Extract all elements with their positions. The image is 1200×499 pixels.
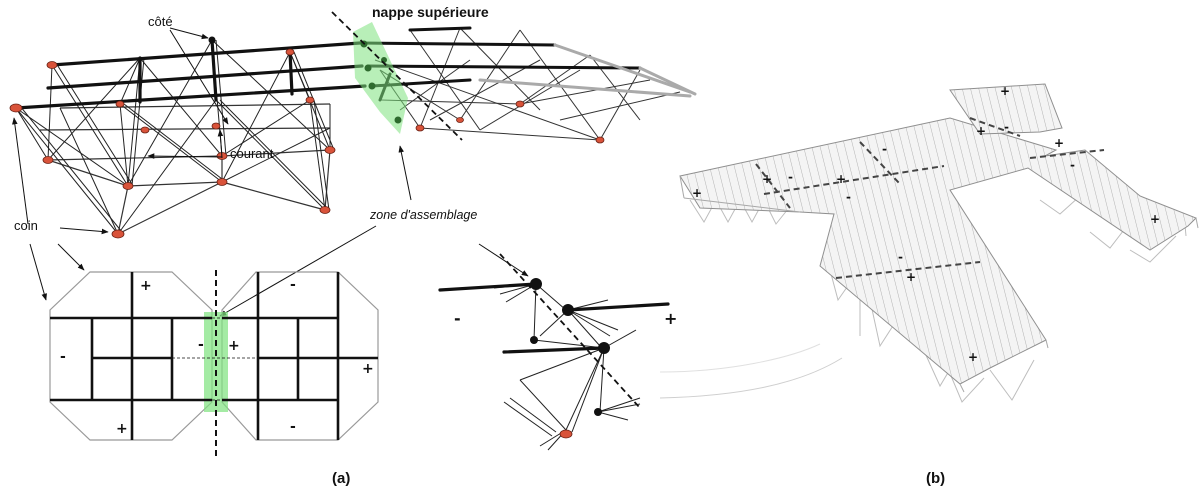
floor-sign-plus-5: +	[692, 186, 703, 200]
plan-sign-plus-bottom-left: +	[116, 421, 128, 437]
floor-sign-minus-3: -	[788, 170, 793, 184]
floor-sign-plus-9: +	[968, 350, 979, 364]
floor-sign-plus-4: +	[1150, 212, 1161, 226]
plan-sign-plus-center: +	[228, 338, 240, 354]
assembly-zone-highlight	[353, 22, 408, 134]
plan-sign-plus-right: +	[362, 361, 374, 377]
floor-sign-minus-1: -	[1004, 120, 1009, 134]
plan-2d	[49, 270, 379, 456]
floor-sign-plus-3: +	[1054, 136, 1065, 150]
label-coin: coin	[14, 218, 38, 233]
floor-sign-plus-1: +	[1000, 84, 1011, 98]
caption-b: (b)	[926, 470, 946, 487]
label-nappe: nappe supérieure	[372, 4, 489, 20]
assembly-detail	[438, 253, 843, 451]
plan-sign-minus-left: -	[60, 349, 66, 365]
plan-sign-minus-bottom-right: -	[290, 419, 296, 435]
floor-sign-plus-7: +	[836, 172, 847, 186]
plan-sign-plus-top-left: +	[140, 278, 152, 294]
label-leaders	[12, 27, 529, 317]
floor-sign-minus-2: -	[1070, 158, 1075, 172]
label-cote: côté	[148, 14, 173, 29]
detail-sign-plus: +	[664, 309, 678, 328]
truss-module-right	[360, 26, 697, 144]
floor-sign-minus-6: -	[898, 250, 903, 264]
floor-structure	[679, 83, 1199, 403]
floor-sign-plus-2: +	[976, 124, 987, 138]
upper-cut-line	[331, 11, 463, 141]
label-courant: courant	[230, 146, 274, 161]
plan-sign-minus-top-right: -	[290, 277, 296, 293]
detail-sign-minus: -	[454, 309, 461, 328]
floor-sign-minus-5: -	[846, 190, 851, 204]
plan-sign-minus-center: -	[198, 337, 204, 353]
floor-sign-plus-8: +	[906, 270, 917, 284]
assembly-nodes	[360, 40, 402, 124]
floor-sign-minus-4: -	[882, 142, 887, 156]
truss-module-left	[9, 36, 367, 239]
floor-sign-plus-6: +	[762, 172, 773, 186]
label-zone: zone d'assemblage	[370, 208, 478, 222]
caption-a: (a)	[332, 470, 351, 487]
